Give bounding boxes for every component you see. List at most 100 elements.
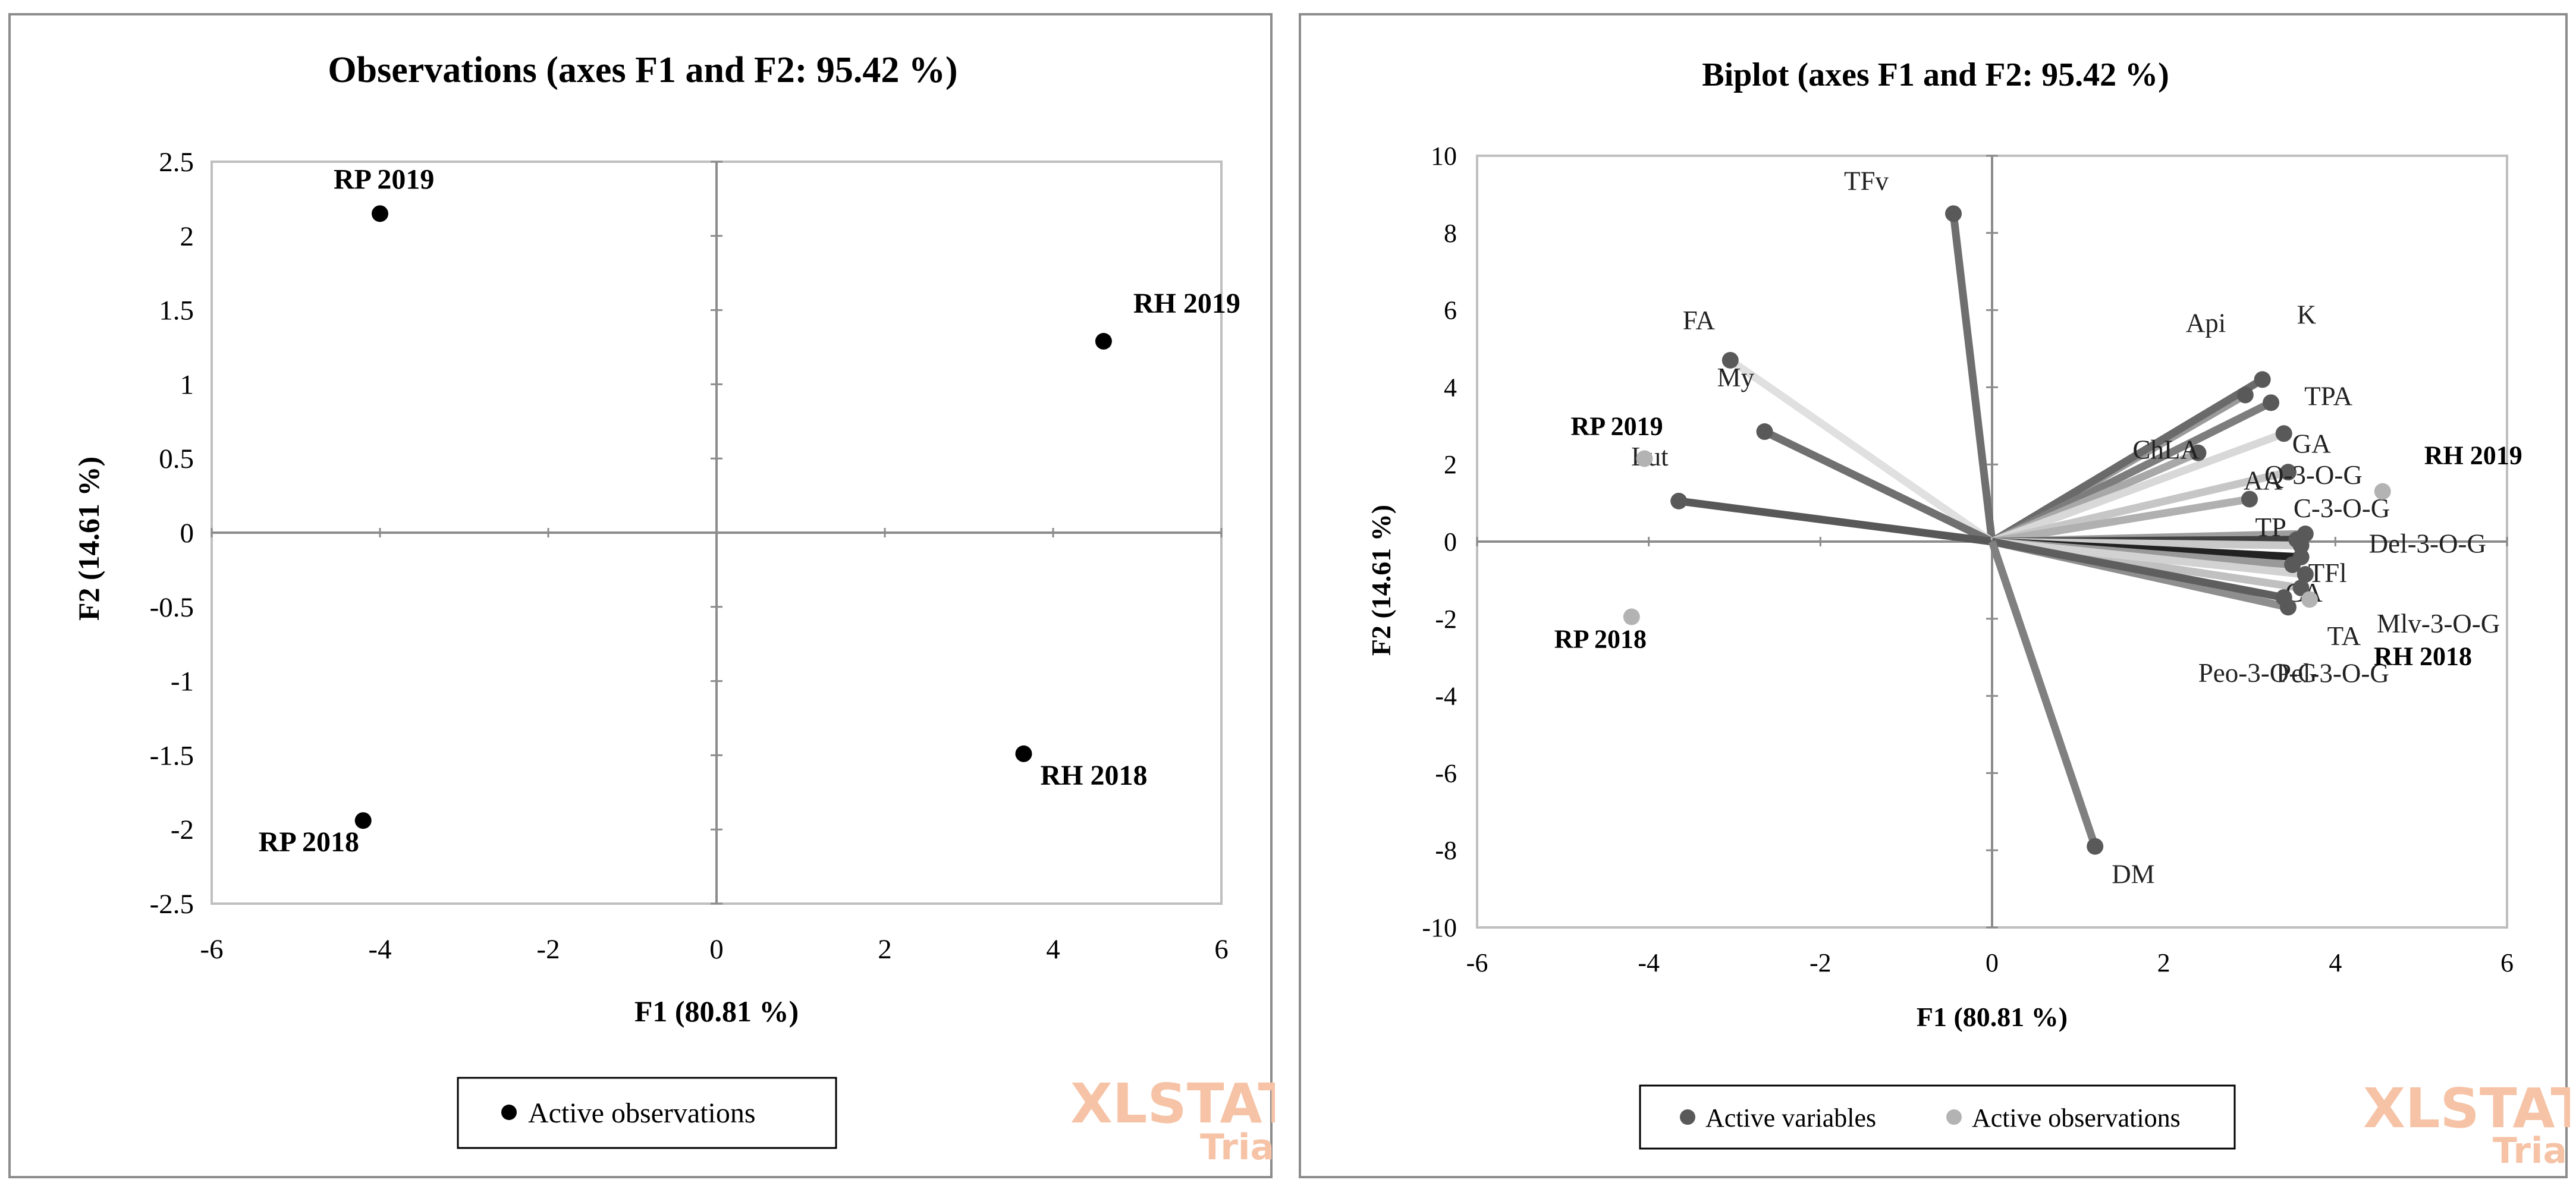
observation-label: RH 2018: [1040, 760, 1147, 791]
observations-panel: Observations (axes F1 and F2: 95.42 %) -…: [8, 13, 1275, 1178]
variable-point: [2297, 566, 2314, 583]
observation-label: RP 2019: [334, 163, 434, 195]
y-tick-label: 4: [1444, 373, 1457, 402]
variable-label: Del-3-O-G: [2369, 529, 2486, 558]
y-tick-label: 1: [180, 369, 194, 400]
x-tick-label: -2: [1810, 948, 1832, 977]
x-tick-label: -2: [536, 934, 560, 965]
variable-vector: [1728, 357, 1994, 545]
variable-vector: [1990, 430, 2285, 546]
x-tick-label: 2: [878, 934, 892, 965]
variable-label: TP: [2255, 512, 2286, 542]
y-tick-label: -2: [1435, 605, 1457, 634]
x-tick-label: 0: [709, 934, 724, 965]
variable-point: [2254, 371, 2271, 388]
variable-point: [1945, 205, 1962, 222]
variable-vector: [1949, 213, 1996, 542]
variable-point: [2263, 394, 2280, 411]
y-axis-label: F2 (14.61 %): [1366, 505, 1396, 656]
variable-label: Mlv-3-O-G: [2377, 609, 2500, 638]
y-tick-label: 6: [1444, 296, 1457, 325]
x-tick-label: -6: [200, 934, 223, 965]
watermark-xlstat: XLSTAT: [2363, 1077, 2570, 1140]
x-tick-label: 4: [2329, 948, 2342, 977]
variable-point: [2236, 386, 2254, 404]
observation-label: RH 2018: [2374, 641, 2472, 671]
legend-marker-variables: [1680, 1109, 1695, 1125]
chart-title: Biplot (axes F1 and F2: 95.42 %): [1702, 56, 2169, 93]
y-tick-label: 2: [1444, 450, 1457, 479]
variable-point: [2241, 490, 2258, 508]
biplot-chart: Biplot (axes F1 and F2: 95.42 %) -6 -4 -2 0…: [1366, 56, 2570, 1172]
variable-label: K: [2297, 300, 2317, 329]
observation-point: [2301, 591, 2319, 608]
x-axis-label: F1 (80.81 %): [1917, 1002, 2068, 1032]
biplot-panel: Biplot (axes F1 and F2: 95.42 %) -6 -4 -2 0…: [1299, 13, 2570, 1178]
observation-point: [1095, 333, 1112, 350]
variable-label: Api: [2186, 308, 2226, 338]
variable-label: My: [1717, 363, 1755, 392]
x-tick-label: 6: [2500, 948, 2514, 977]
observation-label: RP 2019: [1570, 411, 1663, 441]
variable-label: FA: [1683, 306, 1716, 335]
x-axis-label: F1 (80.81 %): [634, 995, 799, 1028]
legend-marker-observations: [501, 1105, 517, 1120]
variable-vector: [1988, 540, 2099, 848]
y-tick-label: 2: [180, 221, 194, 252]
legend-label-variables: Active variables: [1705, 1103, 1876, 1133]
y-tick-label: 0.5: [159, 443, 194, 474]
y-tick-label: 10: [1431, 141, 1457, 171]
y-tick-label: 2.5: [159, 147, 194, 178]
variable-point: [1756, 423, 1773, 441]
y-tick-label: -6: [1435, 759, 1457, 788]
variable-label: TFv: [1844, 166, 1889, 196]
y-tick-label: -2.5: [150, 889, 194, 920]
legend-box: [457, 1077, 837, 1149]
observation-label: RP 2018: [1554, 625, 1647, 654]
variable-label: Peo-3-O-G: [2198, 658, 2317, 688]
variable-vector: [1990, 376, 2264, 545]
y-tick-label: -0.5: [150, 592, 194, 623]
variable-label: Q-3-O-G: [2264, 460, 2363, 490]
y-tick-label: -8: [1435, 836, 1457, 865]
x-tick-label: 2: [2157, 948, 2170, 977]
variable-point: [2275, 425, 2292, 442]
y-tick-label: -1.5: [150, 740, 194, 771]
x-tick-label: -4: [1638, 948, 1660, 977]
x-tick-label: 4: [1046, 934, 1060, 965]
variable-label: AA: [2244, 466, 2282, 496]
x-tick-label: 0: [1986, 948, 1999, 977]
legend-label-observations: Active observations: [528, 1097, 756, 1129]
legend-box: [1639, 1084, 2236, 1150]
y-tick-label: 1.5: [159, 295, 194, 326]
variable-vector: [1991, 495, 2251, 546]
legend-marker-observations: [1946, 1109, 1962, 1125]
variable-label: TPA: [2304, 381, 2352, 411]
variable-point: [2275, 589, 2292, 606]
y-tick-label: -1: [171, 666, 194, 697]
x-tick-label: -6: [1466, 948, 1488, 977]
variable-point: [2087, 838, 2104, 855]
watermark-trial: Trial: [2493, 1130, 2570, 1172]
variable-vector: [1991, 537, 2285, 602]
observations-chart: Observations (axes F1 and F2: 95.42 %) -…: [72, 50, 1275, 1168]
watermark-trial: Trial: [1200, 1127, 1275, 1168]
x-tick-label: -4: [368, 934, 391, 965]
variable-label: Pel-3-O-G: [2276, 658, 2389, 688]
variable-point: [2292, 579, 2310, 596]
variable-vector: [1678, 497, 1993, 546]
watermark-xlstat: XLSTAT: [1070, 1072, 1275, 1135]
observation-label: RP 2018: [259, 826, 359, 858]
variable-point: [2292, 537, 2310, 554]
legend-label-observations: Active observations: [1972, 1103, 2181, 1133]
variable-vector: [1763, 428, 1994, 545]
observation-label: RH 2019: [2424, 441, 2522, 470]
observation-point: [354, 812, 372, 829]
variable-point: [1670, 492, 1688, 509]
variable-point: [2284, 556, 2301, 573]
observation-point: [1623, 608, 1640, 625]
chart-title: Observations (axes F1 and F2: 95.42 %): [328, 50, 957, 90]
variable-label: GA: [2292, 429, 2331, 458]
variable-label: C-3-O-G: [2294, 493, 2390, 523]
variable-point: [1721, 351, 1739, 369]
